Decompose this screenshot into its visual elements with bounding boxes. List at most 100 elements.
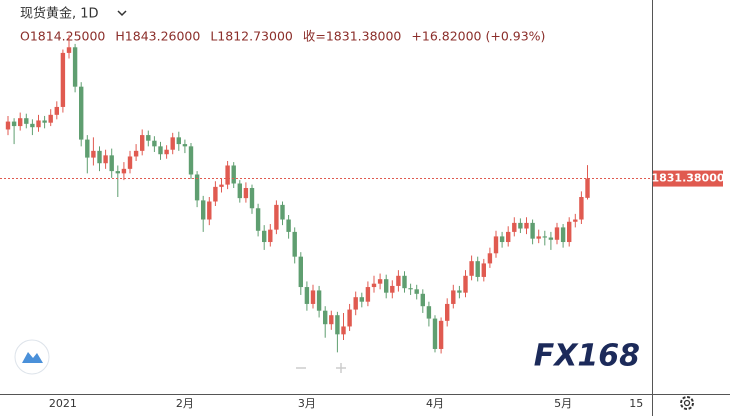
candle-body bbox=[487, 253, 493, 264]
candle-body bbox=[304, 287, 310, 304]
candle-body bbox=[512, 222, 517, 232]
candle-body bbox=[268, 229, 273, 243]
candle-body bbox=[390, 285, 395, 293]
candle-body bbox=[548, 237, 554, 240]
candle-body bbox=[243, 187, 249, 199]
candle-body bbox=[384, 279, 389, 293]
candle-body bbox=[262, 230, 267, 243]
candle-body bbox=[103, 155, 108, 164]
x-tick-label: 15 bbox=[629, 397, 643, 410]
candle-body bbox=[158, 146, 163, 155]
candle-body bbox=[207, 201, 212, 220]
candle-body bbox=[219, 184, 224, 187]
candle-body bbox=[475, 261, 480, 277]
candle-body bbox=[530, 222, 535, 239]
candle-body bbox=[573, 219, 578, 222]
candle-body bbox=[292, 231, 297, 257]
zoom-controls bbox=[296, 363, 346, 373]
candle-body bbox=[18, 118, 23, 127]
x-tick-label: 5月 bbox=[554, 397, 572, 410]
candle-body bbox=[79, 86, 84, 140]
watermark: FX168 bbox=[534, 339, 640, 374]
candle-body bbox=[133, 150, 139, 157]
candle-body bbox=[231, 165, 236, 184]
ohlc-value: O1814.25000 bbox=[20, 29, 105, 44]
candle-body bbox=[109, 155, 114, 172]
settings-icon[interactable] bbox=[680, 396, 694, 410]
ohlc-value: L1812.73000 bbox=[210, 29, 293, 44]
ohlc-header: O1814.25000 H1843.26000 L1812.73000 收=1831.… bbox=[20, 29, 545, 44]
candle-body bbox=[469, 261, 474, 276]
candle-body bbox=[140, 135, 145, 151]
candle-body bbox=[194, 174, 200, 201]
candle-body bbox=[127, 156, 133, 169]
candle-body bbox=[60, 52, 66, 107]
candle-body bbox=[567, 221, 572, 243]
x-tick-label: 2月 bbox=[176, 397, 194, 410]
candle-body bbox=[542, 236, 547, 238]
gear-outer bbox=[680, 396, 694, 410]
candle-body bbox=[115, 171, 120, 174]
candle-body bbox=[85, 139, 90, 158]
candle-body bbox=[274, 204, 279, 230]
candle-body bbox=[524, 222, 529, 229]
candle-body bbox=[335, 315, 340, 335]
candle-body bbox=[164, 149, 169, 155]
candle-body bbox=[30, 123, 35, 128]
candle-body bbox=[506, 231, 511, 243]
candle-body bbox=[377, 279, 383, 284]
candle-body bbox=[536, 236, 541, 239]
candle-body bbox=[36, 120, 41, 128]
candle-body bbox=[5, 121, 11, 130]
candle-body bbox=[48, 114, 53, 123]
candle-body bbox=[11, 121, 17, 127]
candle-body bbox=[286, 219, 291, 232]
candle-body bbox=[176, 137, 181, 145]
candle-body bbox=[579, 197, 584, 220]
candle-body bbox=[518, 222, 523, 229]
candle-body bbox=[54, 106, 59, 115]
candle-body bbox=[316, 290, 322, 311]
candle-body bbox=[182, 144, 188, 147]
gear-inner bbox=[683, 399, 691, 407]
candle-body bbox=[188, 146, 194, 175]
candle-body bbox=[152, 140, 157, 147]
ohlc-value: +16.82000 (+0.93%) bbox=[411, 29, 545, 44]
candle-body bbox=[121, 168, 127, 174]
x-tick-label: 4月 bbox=[426, 397, 444, 410]
candle-body bbox=[438, 320, 444, 349]
candle-body bbox=[97, 150, 102, 164]
candle-body bbox=[426, 306, 432, 319]
candle-body bbox=[499, 236, 505, 243]
candle-body bbox=[457, 290, 462, 293]
candle-body bbox=[432, 318, 438, 349]
candle-body bbox=[213, 186, 218, 202]
logo-shape bbox=[22, 352, 43, 363]
logo-icon[interactable] bbox=[14, 339, 50, 375]
candle-body bbox=[66, 47, 72, 53]
candle-body bbox=[365, 287, 371, 302]
candle-body bbox=[91, 150, 96, 158]
candle-body bbox=[146, 135, 151, 141]
ohlc-value: 收=1831.38000 bbox=[303, 29, 402, 44]
candle-body bbox=[341, 326, 346, 335]
candle-body bbox=[371, 283, 377, 288]
dropdown-icon[interactable] bbox=[117, 10, 127, 17]
chart-title: 现货黄金, 1D bbox=[20, 6, 99, 22]
candle-body bbox=[42, 120, 47, 123]
ohlc-value: H1843.26000 bbox=[115, 29, 200, 44]
candle-body bbox=[451, 290, 456, 304]
candle-body bbox=[237, 183, 242, 199]
candle-body bbox=[353, 297, 358, 310]
candle-body bbox=[463, 275, 468, 293]
candle-body bbox=[24, 118, 29, 124]
candle-body bbox=[554, 227, 560, 240]
candle-body bbox=[249, 187, 255, 209]
candle-body bbox=[445, 303, 450, 321]
candle-body bbox=[298, 256, 303, 288]
candle-body bbox=[493, 236, 499, 254]
candle-body bbox=[310, 290, 316, 304]
last-price-label: 1831.38000 bbox=[651, 172, 724, 185]
